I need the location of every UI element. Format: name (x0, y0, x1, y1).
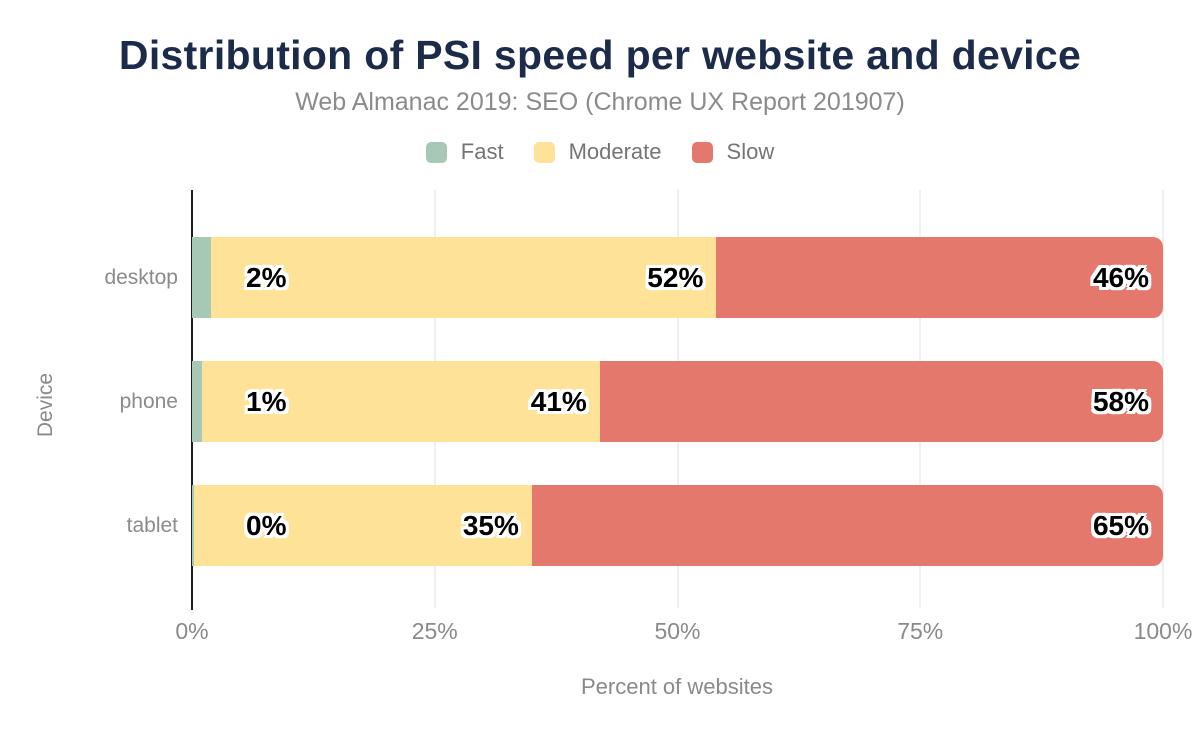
plot-area: desktop 2% 52% 46% phone 1% 41% 58% tablet 0% 35% 6… (104, 190, 1164, 610)
legend: Fast Moderate Slow (0, 139, 1200, 165)
bar-segment-phone-slow (599, 361, 1163, 442)
legend-item-moderate: Moderate (533, 139, 662, 165)
value-label-tablet-fast: 0% (246, 509, 287, 541)
legend-label: Slow (726, 139, 775, 164)
value-label-desktop-moderate: 52% (647, 261, 704, 293)
value-label-phone-moderate: 41% (530, 385, 587, 417)
x-tick-label-50%: 50% (654, 618, 701, 644)
value-label-desktop-slow: 46% (1092, 261, 1149, 293)
legend-swatch-moderate (533, 141, 555, 163)
bar-segment-phone-moderate (201, 361, 600, 442)
bar-row-phone: phone 1% 41% 58% (120, 361, 1163, 442)
bar-segment-desktop-moderate (211, 237, 717, 318)
bar-segment-desktop-slow (716, 237, 1163, 318)
x-axis-title: Percent of websites (581, 674, 773, 699)
value-label-phone-slow: 58% (1092, 385, 1149, 417)
x-tick-label-100%: 100% (1133, 618, 1193, 644)
chart-title: Distribution of PSI speed per website an… (118, 32, 1082, 78)
legend-item-fast: Fast (425, 139, 504, 165)
category-label-phone: phone (119, 389, 178, 413)
x-axis-ticks: 0% 25% 50% 75% 100% (0, 616, 1200, 646)
bar-segment-tablet-fast (192, 485, 194, 566)
bar-row-desktop: desktop 2% 52% 46% (104, 237, 1163, 318)
category-label-tablet: tablet (126, 513, 178, 537)
x-tick-label-0%: 0% (175, 618, 209, 644)
bar-segment-phone-fast (192, 361, 202, 442)
value-label-tablet-moderate: 35% (462, 509, 519, 541)
x-tick-label-25%: 25% (411, 618, 458, 644)
value-label-desktop-fast: 2% (246, 261, 287, 293)
bar-row-tablet: tablet 0% 35% 65% (127, 485, 1163, 566)
x-tick-label-75%: 75% (897, 618, 944, 644)
y-axis-title: Device (34, 372, 57, 438)
legend-label: Moderate (568, 139, 662, 164)
legend-swatch-fast (425, 141, 447, 163)
value-label-phone-fast: 1% (246, 385, 287, 417)
legend-swatch-slow (691, 141, 713, 163)
bar-segment-desktop-fast (192, 237, 212, 318)
gridline-100% (1162, 190, 1164, 608)
bar-segment-tablet-moderate (192, 485, 532, 566)
category-label-desktop: desktop (104, 265, 178, 289)
bar-segment-tablet-slow (531, 485, 1163, 566)
legend-label: Fast (460, 139, 504, 164)
value-label-tablet-slow: 65% (1092, 509, 1149, 541)
chart-subtitle: Web Almanac 2019: SEO (Chrome UX Report … (295, 88, 905, 116)
legend-item-slow: Slow (691, 139, 775, 165)
